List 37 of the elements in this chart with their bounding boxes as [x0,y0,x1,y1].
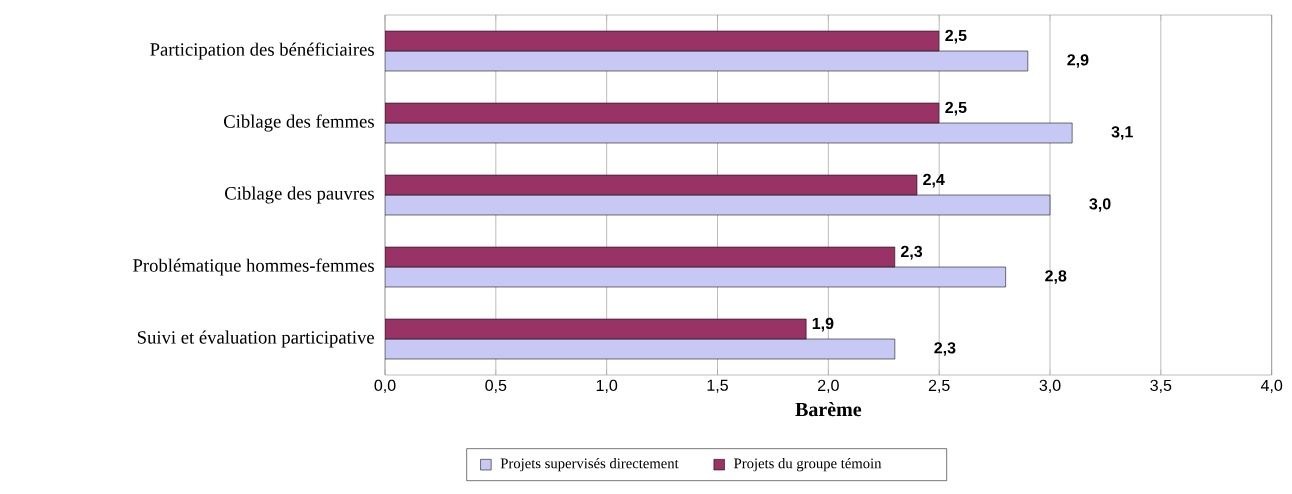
bar [385,102,940,124]
x-tick-label: 1,5 [707,379,728,393]
data-label: 2,3 [901,245,923,260]
bar [385,50,1029,72]
data-label: 2,5 [945,101,967,116]
data-label: 2,8 [1045,270,1067,284]
x-tick-label: 2,0 [818,379,839,393]
bar [385,266,1006,288]
bar [385,174,918,196]
x-tick-label: 1,0 [596,379,618,393]
data-label: 2,3 [934,342,956,356]
bar [385,318,807,340]
y-tick-label: Suivi et évaluation participative [137,330,374,348]
data-label: 2,4 [923,173,945,188]
bar [385,246,896,268]
x-tick-label: 3,5 [1150,379,1172,393]
bar [385,338,896,360]
x-tick-label: 3,0 [1039,379,1061,393]
y-tick-label: Participation des bénéficiaires [150,42,374,60]
data-label: 2,9 [1067,54,1089,68]
y-tick-label: Ciblage des pauvres [225,186,374,204]
y-tick-label: Problématique hommes-femmes [133,258,374,276]
x-tick-label: 0,0 [374,379,396,393]
legend-label: Projets supervisés directement [500,458,679,472]
x-axis-title: Barème [795,402,862,417]
bar [385,122,1073,144]
x-tick-label: 4,0 [1260,379,1283,393]
x-tick-label: 0,5 [485,379,507,393]
data-label: 3,0 [1089,198,1111,212]
y-tick-label: Ciblage des femmes [224,114,374,132]
legend-label: Projets du groupe témoin [734,458,882,472]
x-tick-label: 2,5 [928,379,950,393]
data-label: 3,1 [1111,126,1133,140]
data-label: 2,5 [945,29,967,44]
bar [385,194,1051,216]
bar [385,30,940,52]
data-label: 1,9 [812,317,834,332]
